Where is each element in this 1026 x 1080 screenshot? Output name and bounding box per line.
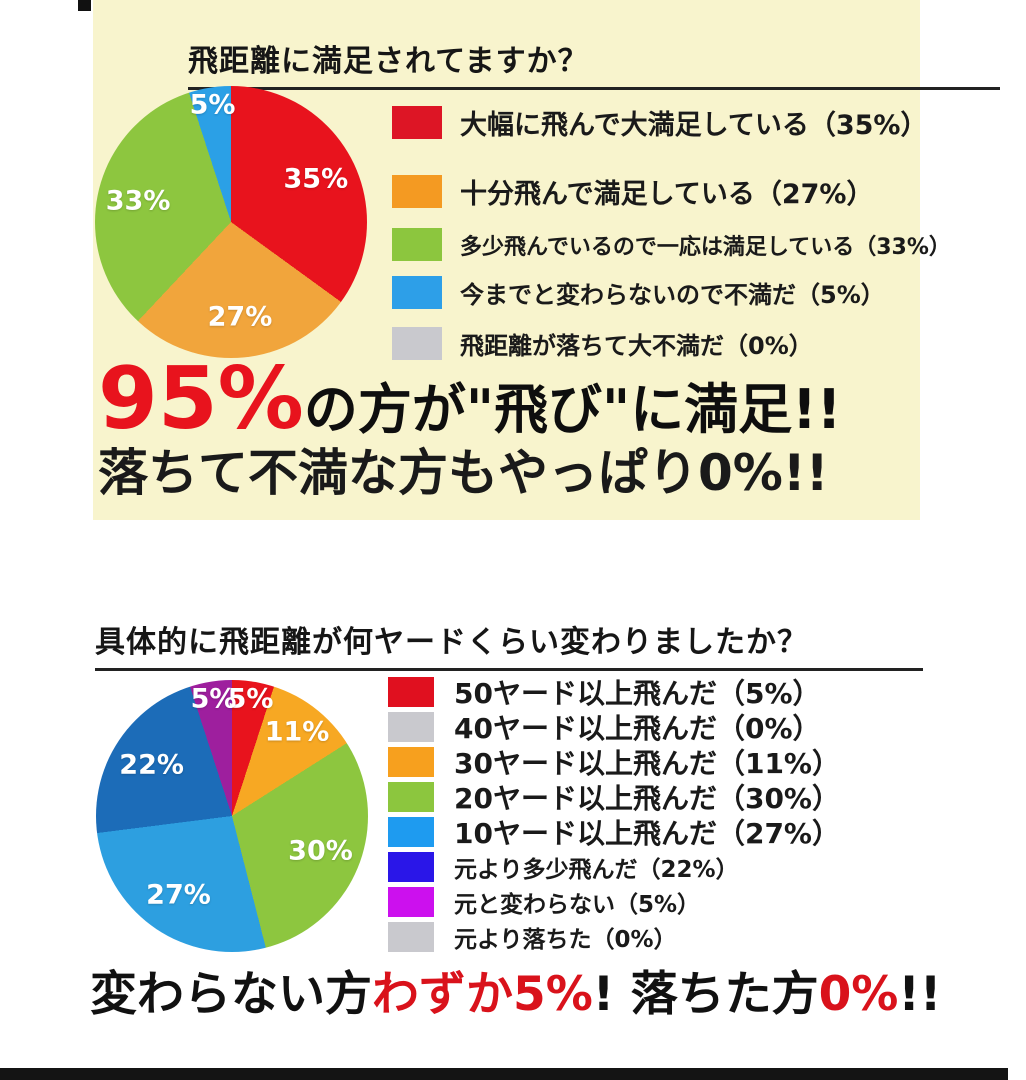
satisfaction-headline-line1: 95%の方が"飛び"に満足!! <box>98 356 916 442</box>
legend-row: 元より多少飛んだ（22%） <box>388 849 948 884</box>
legend-label: 元より多少飛んだ（22%） <box>454 856 739 883</box>
legend-swatch-icon <box>388 746 434 777</box>
pie-slice-label: 5% <box>227 683 274 715</box>
legend-label: 元より落ちた（0%） <box>454 926 677 953</box>
legend-swatch-icon <box>388 886 434 917</box>
legend-swatch-icon <box>392 327 442 360</box>
legend-swatch-icon <box>392 228 442 261</box>
legend-row: 飛距離が落ちて大不満だ（0%） <box>392 326 922 361</box>
yardage-legend: 50ヤード以上飛んだ（5%） 40ヤード以上飛んだ（0%） 30ヤード以上飛んだ（1… <box>388 674 948 954</box>
legend-label: 飛距離が落ちて大不満だ（0%） <box>460 332 813 360</box>
legend-row: 元より落ちた（0%） <box>388 919 948 954</box>
pie-slice-label: 35% <box>283 163 349 195</box>
headline-segment: !! <box>898 967 942 1022</box>
legend-row: 大幅に飛んで大満足している（35%） <box>392 103 927 142</box>
legend-row: 元と変わらない（5%） <box>388 884 948 919</box>
satisfaction-legend: 大幅に飛んで大満足している（35%） 十分飛んで満足している（27%） 多少飛んでい… <box>392 103 951 361</box>
legend-row: 20ヤード以上飛んだ（30%） <box>388 779 948 815</box>
legend-label: 十分飛んで満足している（27%） <box>460 179 874 210</box>
legend-swatch-icon <box>388 676 434 707</box>
legend-label: 10ヤード以上飛んだ（27%） <box>454 816 840 850</box>
legend-label: 30ヤード以上飛んだ（11%） <box>454 746 840 780</box>
legend-row: 多少飛んでいるので一応は満足している（33%） <box>392 228 951 261</box>
headline-segment: 0% <box>818 967 899 1022</box>
pie-slice-label: 5% <box>189 89 236 121</box>
pie-slice-label: 33% <box>105 185 171 217</box>
legend-row: 今までと変わらないので不満だ（5%） <box>392 275 922 310</box>
headline-segment: 落ちた方 <box>630 967 819 1022</box>
headline-segment: 95% <box>98 349 304 449</box>
pie-slice-label: 5% <box>190 683 237 715</box>
legend-row: 10ヤード以上飛んだ（27%） <box>388 814 948 850</box>
legend-label: 40ヤード以上飛んだ（0%） <box>454 711 821 745</box>
legend-swatch-icon <box>392 175 442 208</box>
legend-row: 30ヤード以上飛んだ（11%） <box>388 744 948 780</box>
yardage-pie-chart: 5% 11% 30% 27% 22% 5% <box>96 680 368 952</box>
legend-label: 50ヤード以上飛んだ（5%） <box>454 676 821 710</box>
legend-swatch-icon <box>392 106 442 139</box>
legend-row: 50ヤード以上飛んだ（5%） <box>388 674 948 710</box>
legend-row: 40ヤード以上飛んだ（0%） <box>388 709 948 745</box>
legend-row: 十分飛んで満足している（27%） <box>392 172 922 211</box>
legend-swatch-icon <box>392 276 442 309</box>
legend-label: 20ヤード以上飛んだ（30%） <box>454 781 840 815</box>
legend-swatch-icon <box>388 921 434 952</box>
legend-swatch-icon <box>388 781 434 812</box>
satisfaction-pie-chart: 35% 27% 33% 5% <box>95 86 367 358</box>
legend-label: 多少飛んでいるので一応は満足している（33%） <box>460 234 951 260</box>
headline-segment: の方が"飛び"に満足!! <box>303 378 842 441</box>
headline-segment: わずか5% <box>372 967 593 1022</box>
legend-label: 大幅に飛んで大満足している（35%） <box>460 110 928 141</box>
pie-slice-label: 11% <box>264 716 330 748</box>
corner-mark <box>78 0 91 11</box>
legend-swatch-icon <box>388 851 434 882</box>
headline-segment: ! <box>592 967 631 1022</box>
satisfaction-headline: 95%の方が"飛び"に満足!! 落ちて不満な方もやっぱり0%!! <box>98 356 916 501</box>
satisfaction-headline-line2: 落ちて不満な方もやっぱり0%!! <box>98 444 829 502</box>
headline-segment: 変わらない方 <box>90 967 372 1022</box>
legend-label: 今までと変わらないので不満だ（5%） <box>460 281 885 309</box>
section1-title: 飛距離に満足されてますか？ <box>188 36 1000 91</box>
bottom-bar <box>0 1068 1008 1080</box>
pie-slice-label: 27% <box>146 879 211 911</box>
pie-slice-label: 22% <box>119 749 184 781</box>
pie-slice-label: 27% <box>207 301 273 333</box>
legend-label: 元と変わらない（5%） <box>454 891 701 918</box>
legend-swatch-icon <box>388 711 434 742</box>
yardage-headline: 変わらない方わずか5%! 落ちた方0%!! <box>90 967 1025 1022</box>
section2-title: 具体的に飛距離が何ヤードくらい変わりましたか？ <box>95 617 923 671</box>
pie-slice-label: 30% <box>288 835 353 867</box>
legend-swatch-icon <box>388 816 434 847</box>
